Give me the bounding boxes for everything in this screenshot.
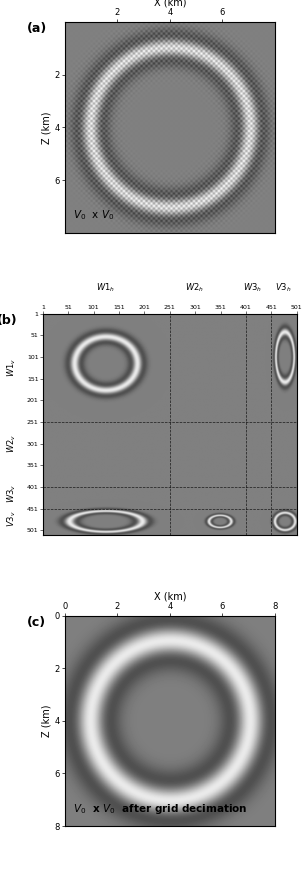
Text: $V_0$  x $V_0$  after grid decimation: $V_0$ x $V_0$ after grid decimation: [73, 802, 248, 815]
Text: (b): (b): [0, 313, 18, 327]
Text: $W1_h$: $W1_h$: [96, 282, 115, 295]
Text: $W3_h$: $W3_h$: [243, 282, 262, 295]
Text: $W2_v$: $W2_v$: [5, 434, 18, 453]
Text: $V_0$  x $V_0$: $V_0$ x $V_0$: [73, 208, 114, 222]
X-axis label: X (km): X (km): [154, 0, 186, 8]
Text: (a): (a): [27, 22, 47, 36]
Text: $V3_h$: $V3_h$: [275, 282, 292, 295]
X-axis label: X (km): X (km): [154, 591, 186, 601]
Y-axis label: Z (km): Z (km): [42, 112, 52, 144]
Text: (c): (c): [27, 616, 46, 629]
Text: $V3_v$: $V3_v$: [5, 511, 18, 528]
Text: $W1_v$: $W1_v$: [5, 358, 18, 377]
Text: $W3_v$: $W3_v$: [5, 483, 18, 503]
Text: $W2_h$: $W2_h$: [185, 282, 204, 295]
Y-axis label: Z (km): Z (km): [42, 705, 52, 737]
